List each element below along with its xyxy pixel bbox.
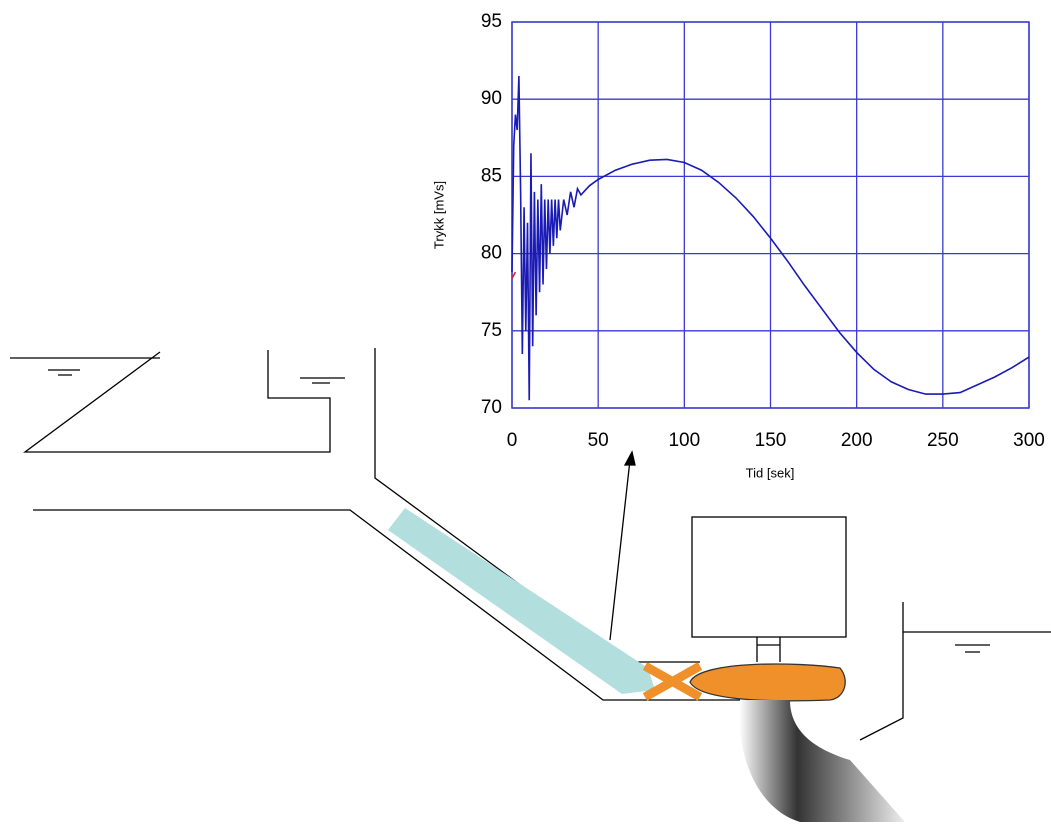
x-tick-label: 100: [668, 430, 700, 451]
generator: [691, 516, 847, 638]
water-level: [48, 369, 345, 384]
y-axis-label: Trykk [mVs]: [431, 181, 446, 249]
data-line: [511, 271, 517, 279]
x-tick-label: 0: [507, 430, 518, 451]
turbine: [689, 663, 846, 702]
y-tick-label: 90: [481, 88, 502, 109]
x-tick-label: 300: [1013, 430, 1045, 451]
y-tick-label: 95: [481, 11, 502, 32]
arrow: [609, 459, 631, 641]
water-column: [388, 508, 655, 694]
arrow-head: [623, 450, 636, 466]
x-tick-label: 150: [755, 430, 787, 451]
y-tick-label: 75: [481, 320, 502, 341]
y-tick-label: 85: [481, 165, 502, 186]
x-tick-label: 250: [927, 430, 959, 451]
tailwater: [859, 602, 1051, 741]
x-axis-label: Tid [sek]: [746, 465, 795, 480]
x-tick-label: 50: [588, 430, 609, 451]
shaft: [756, 637, 781, 662]
draft-tube: [739, 700, 905, 822]
hydro-scheme: [10, 348, 1051, 822]
y-tick-label: 70: [481, 397, 502, 418]
x-tick-label: 200: [841, 430, 873, 451]
valve: [642, 662, 703, 701]
waterway: [10, 348, 740, 701]
y-tick-label: 80: [481, 243, 502, 264]
data-line: [511, 76, 1030, 401]
